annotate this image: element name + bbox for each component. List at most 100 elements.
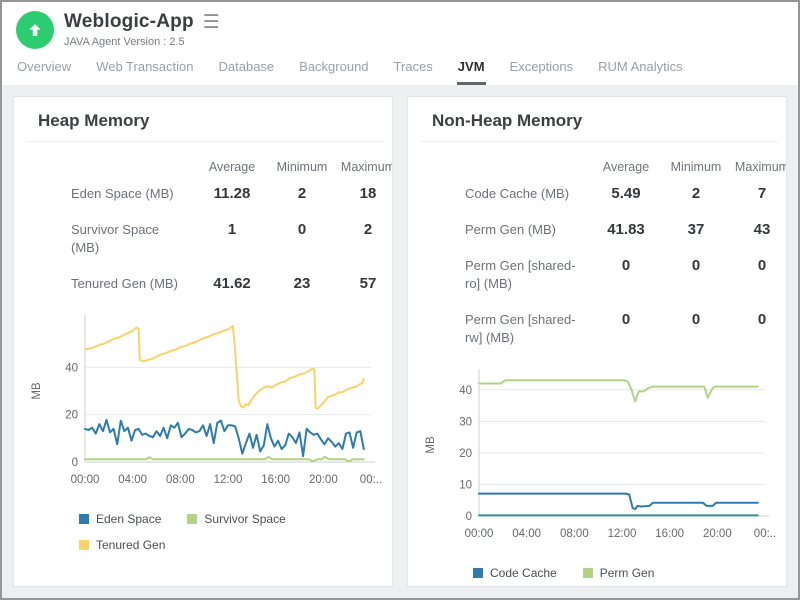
metric-minimum: 23 xyxy=(293,275,311,292)
hamburger-menu-icon[interactable]: ☰ xyxy=(202,11,220,33)
metric-average: 0 xyxy=(621,311,631,328)
panel-divider xyxy=(27,141,384,142)
svg-text:12:00: 12:00 xyxy=(214,474,243,486)
table-header-row: Average Minimum Maximum xyxy=(421,150,786,176)
metric-maximum: 2 xyxy=(363,221,373,238)
metric-average: 1 xyxy=(227,221,237,238)
metric-label: Survivor Space (MB) xyxy=(71,222,160,255)
svg-text:16:00: 16:00 xyxy=(655,528,684,540)
table-row: Perm Gen (MB) 41.83 37 43 xyxy=(421,212,786,248)
up-arrow-icon xyxy=(29,24,41,36)
code-cache-swatch-icon xyxy=(473,568,483,578)
tab-rum-analytics[interactable]: RUM Analytics xyxy=(598,59,683,74)
metric-maximum: 7 xyxy=(757,185,767,202)
column-header-maximum: Maximum xyxy=(340,160,393,174)
tenured-gen-swatch-icon xyxy=(79,540,89,550)
table-row: Perm Gen [shared-rw] (MB) 0 0 0 xyxy=(421,302,786,356)
svg-text:20: 20 xyxy=(65,410,78,422)
metric-average: 41.83 xyxy=(607,221,645,238)
svg-text:00:00: 00:00 xyxy=(71,474,100,486)
svg-text:20:00: 20:00 xyxy=(703,528,732,540)
svg-text:MB: MB xyxy=(425,436,437,454)
status-up-icon xyxy=(16,11,54,49)
perm-gen-swatch-icon xyxy=(582,568,593,578)
legend-item-code-cache[interactable]: Code Cache xyxy=(473,566,557,580)
table-row: Tenured Gen (MB) 41.62 23 57 xyxy=(27,266,392,302)
legend-label: Eden Space xyxy=(96,512,162,526)
metric-label: Perm Gen (MB) xyxy=(465,222,557,237)
legend-label: Tenured Gen xyxy=(96,538,166,552)
metric-maximum: 0 xyxy=(757,257,767,274)
legend-item-tenured-gen[interactable]: Tenured Gen xyxy=(79,538,165,552)
non-heap-memory-legend: Code Cache Perm Gen Perm Gen [shared-ro]… xyxy=(473,566,773,586)
metric-average: 11.28 xyxy=(213,185,251,202)
svg-text:00:00: 00:00 xyxy=(465,528,494,540)
svg-text:MB: MB xyxy=(31,382,43,400)
metric-maximum: 43 xyxy=(753,221,771,238)
metric-minimum: 37 xyxy=(687,221,705,238)
svg-text:40: 40 xyxy=(459,385,472,397)
legend-label: Perm Gen xyxy=(599,566,655,580)
metric-average: 0 xyxy=(621,257,631,274)
column-header-average: Average xyxy=(208,160,256,174)
svg-text:08:00: 08:00 xyxy=(560,528,589,540)
column-header-average: Average xyxy=(602,160,650,174)
tab-bar: Overview Web Transaction Database Backgr… xyxy=(2,57,798,85)
heap-memory-legend: Eden Space Survivor Space Tenured Gen xyxy=(79,512,392,552)
metric-average: 5.49 xyxy=(611,185,641,202)
svg-text:08:00: 08:00 xyxy=(166,474,195,486)
metric-maximum: 18 xyxy=(359,185,377,202)
svg-text:20:00: 20:00 xyxy=(309,474,338,486)
metric-label: Code Cache (MB) xyxy=(465,186,570,201)
legend-label: Survivor Space xyxy=(204,512,286,526)
metric-minimum: 2 xyxy=(691,185,701,202)
heap-memory-panel: Heap Memory Average Minimum Maximum Eden… xyxy=(13,96,393,587)
tab-exceptions[interactable]: Exceptions xyxy=(509,59,574,74)
metric-minimum: 0 xyxy=(691,311,701,328)
app-header: Weblogic-App ☰ JAVA Agent Version : 2.5 xyxy=(2,2,798,49)
table-row: Code Cache (MB) 5.49 2 7 xyxy=(421,176,786,212)
metric-minimum: 0 xyxy=(691,257,701,274)
tab-traces[interactable]: Traces xyxy=(393,59,433,74)
metric-average: 41.62 xyxy=(213,275,251,292)
svg-text:40: 40 xyxy=(65,362,78,374)
svg-text:04:00: 04:00 xyxy=(118,474,147,486)
table-row: Survivor Space (MB) 1 0 2 xyxy=(27,212,392,266)
metric-maximum: 0 xyxy=(757,311,767,328)
heap-memory-chart: 0 20 40 00:00 04:00 08:00 12:00 16:00 20:00 00:..… xyxy=(27,310,388,506)
svg-text:0: 0 xyxy=(466,511,472,523)
heap-memory-chart-svg: 0 20 40 00:00 04:00 08:00 12:00 16:00 20:00 00:..… xyxy=(31,315,382,486)
svg-text:20: 20 xyxy=(459,448,472,460)
tab-jvm[interactable]: JVM xyxy=(456,57,486,85)
svg-text:10: 10 xyxy=(459,479,472,491)
tab-web-transaction[interactable]: Web Transaction xyxy=(96,59,194,74)
metric-minimum: 0 xyxy=(297,221,307,238)
metric-label: Tenured Gen (MB) xyxy=(71,276,178,291)
panel-divider xyxy=(421,141,778,142)
table-row: Perm Gen [shared-ro] (MB) 0 0 0 xyxy=(421,248,786,302)
metric-label: Perm Gen [shared-ro] (MB) xyxy=(465,258,576,291)
legend-item-eden-space[interactable]: Eden Space xyxy=(79,512,161,526)
tab-database[interactable]: Database xyxy=(218,59,275,74)
svg-text:04:00: 04:00 xyxy=(512,528,541,540)
svg-text:16:00: 16:00 xyxy=(261,474,290,486)
legend-item-perm-gen[interactable]: Perm Gen xyxy=(582,566,655,580)
jvm-content: Heap Memory Average Minimum Maximum Eden… xyxy=(2,85,798,598)
page-title: Weblogic-App xyxy=(64,11,194,32)
svg-text:00:..: 00:.. xyxy=(360,474,382,486)
metric-label: Perm Gen [shared-rw] (MB) xyxy=(465,312,576,345)
svg-text:12:00: 12:00 xyxy=(608,528,637,540)
tab-overview[interactable]: Overview xyxy=(17,59,72,74)
column-header-minimum: Minimum xyxy=(670,160,722,174)
heap-memory-table: Average Minimum Maximum Eden Space (MB) … xyxy=(27,150,393,302)
non-heap-memory-title: Non-Heap Memory xyxy=(432,111,583,130)
table-row: Eden Space (MB) 11.28 2 18 xyxy=(27,176,392,212)
legend-item-survivor-space[interactable]: Survivor Space xyxy=(187,512,286,526)
table-header-row: Average Minimum Maximum xyxy=(27,150,393,176)
metric-maximum: 57 xyxy=(359,275,377,292)
non-heap-memory-table: Average Minimum Maximum Code Cache (MB) … xyxy=(421,150,786,356)
legend-label: Code Cache xyxy=(490,566,557,580)
tab-background[interactable]: Background xyxy=(299,59,369,74)
metric-label: Eden Space (MB) xyxy=(71,186,174,201)
eden-space-swatch-icon xyxy=(79,514,89,524)
